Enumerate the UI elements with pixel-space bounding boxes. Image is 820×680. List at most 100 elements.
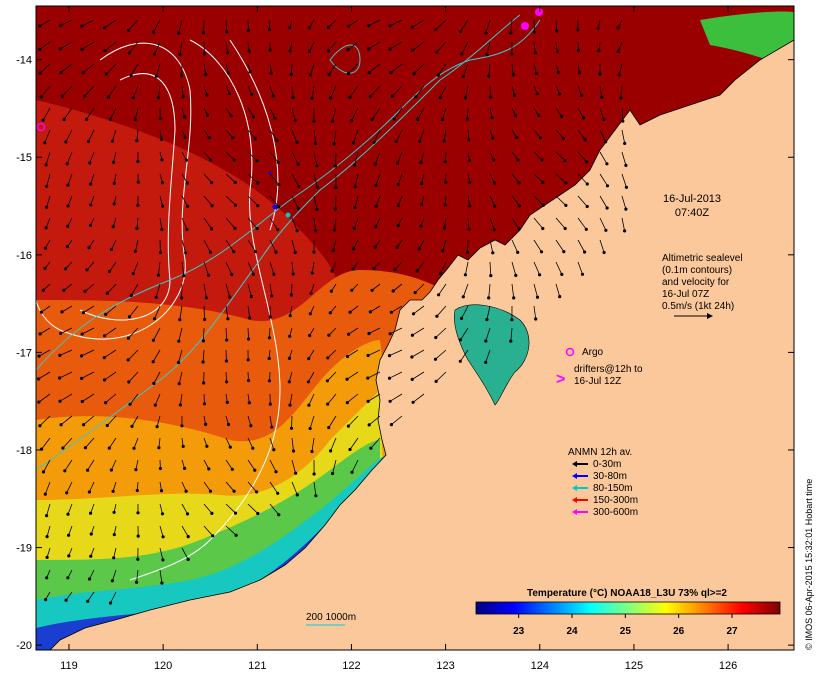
colorbar-ticks: 23 24 25 26 27: [513, 614, 738, 637]
lon-tick-label: 125: [625, 660, 643, 672]
velocity-arrow: [134, 107, 139, 120]
velocity-arrow: [225, 19, 228, 32]
velocity-arrow: [154, 305, 161, 319]
velocity-arrow: [60, 41, 73, 50]
velocity-arrow: [89, 481, 95, 493]
velocity-arrow-head: [295, 229, 299, 233]
velocity-arrow-head: [112, 532, 116, 537]
velocity-arrow: [178, 349, 183, 363]
velocity-arrow-head: [39, 95, 44, 99]
velocity-arrow: [354, 217, 359, 229]
velocity-arrow: [533, 129, 541, 139]
velocity-arrow-head: [367, 331, 371, 336]
velocity-arrow: [555, 283, 561, 297]
velocity-arrow: [107, 283, 117, 294]
velocity-arrow: [225, 217, 236, 229]
velocity-arrow-head: [105, 423, 109, 428]
velocity-arrow: [416, 261, 425, 272]
velocity-arrow: [68, 525, 73, 536]
velocity-arrow: [81, 41, 95, 50]
velocity-arrow-head: [463, 96, 468, 100]
velocity-arrow-head: [45, 576, 49, 580]
velocity-arrow-head: [158, 117, 162, 121]
velocity-arrow: [308, 371, 315, 382]
velocity-arrow-head: [458, 359, 462, 363]
velocity-arrow: [577, 261, 583, 275]
velocity-arrow-head: [346, 48, 350, 52]
velocity-arrow: [373, 129, 381, 143]
velocity-arrow-head: [65, 162, 69, 166]
velocity-arrow: [291, 437, 294, 452]
velocity-arrow: [202, 349, 205, 363]
velocity-arrow-head: [419, 224, 423, 228]
velocity-arrow-head: [208, 250, 212, 254]
velocity-arrow-head: [136, 203, 140, 207]
velocity-arrow-head: [351, 267, 355, 271]
velocity-arrow-head: [559, 114, 564, 119]
velocity-arrow: [89, 569, 95, 580]
velocity-arrow-head: [622, 229, 627, 233]
velocity-arrow: [225, 239, 235, 252]
velocity-arrow: [621, 173, 627, 188]
velocity-arrow: [533, 19, 535, 33]
velocity-arrow: [269, 173, 280, 185]
velocity-arrow-head: [210, 511, 214, 516]
velocity-arrow-head: [443, 160, 447, 164]
drifters-legend-line: 16-Jul 12Z: [574, 376, 621, 387]
velocity-arrow: [332, 239, 337, 251]
velocity-arrow-head: [440, 117, 444, 122]
velocity-arrow: [417, 107, 425, 120]
velocity-arrow-head: [64, 267, 68, 271]
velocity-arrow: [313, 217, 317, 231]
velocity-arrow-head: [108, 117, 113, 122]
velocity-arrow: [84, 85, 95, 97]
velocity-arrow: [370, 85, 381, 97]
velocity-arrow: [335, 151, 337, 166]
velocity-arrow: [153, 371, 161, 384]
velocity-arrow: [269, 437, 275, 450]
velocity-arrow-head: [576, 48, 581, 53]
velocity-arrow: [462, 283, 469, 297]
velocity-arrow-head: [539, 250, 544, 254]
velocity-arrow-head: [517, 181, 521, 185]
velocity-arrow: [181, 217, 188, 230]
velocity-arrow: [348, 63, 359, 74]
velocity-arrow-head: [108, 601, 113, 605]
velocity-arrow-head: [126, 336, 130, 340]
velocity-arrow-head: [411, 312, 416, 316]
velocity-arrow: [136, 217, 139, 229]
velocity-arrow-head: [136, 557, 140, 561]
velocity-arrow: [291, 481, 298, 496]
velocity-arrow-head: [87, 490, 92, 494]
velocity-arrow: [111, 239, 117, 250]
velocity-arrow-head: [511, 73, 515, 77]
velocity-arrow: [203, 217, 212, 230]
velocity-arrow-head: [43, 141, 47, 145]
velocity-arrow-head: [287, 356, 291, 360]
velocity-arrow-head: [416, 117, 420, 122]
velocity-arrow-head: [158, 466, 162, 471]
velocity-arrow-head: [206, 273, 211, 277]
velocity-arrow-head: [485, 317, 489, 322]
velocity-arrow-head: [153, 403, 157, 407]
velocity-arrow-head: [185, 227, 189, 232]
velocity-arrow: [291, 415, 293, 429]
velocity-arrow-head: [154, 295, 158, 299]
velocity-arrow-head: [225, 380, 229, 384]
velocity-arrow: [42, 107, 51, 121]
velocity-arrow-head: [105, 291, 110, 295]
velocity-arrow-head: [410, 355, 414, 359]
velocity-arrow-head: [233, 226, 237, 230]
velocity-arrow: [533, 283, 538, 298]
plot-frame: [35, 5, 795, 651]
velocity-arrow: [511, 85, 515, 96]
lat-tick-label: -15: [16, 152, 32, 164]
velocity-arrow: [66, 481, 73, 493]
velocity-arrow-head: [555, 50, 560, 54]
velocity-arrow: [203, 481, 211, 492]
velocity-arrow-head: [346, 71, 351, 76]
velocity-arrow-head: [461, 295, 465, 299]
velocity-arrow: [419, 129, 425, 142]
velocity-arrow: [158, 261, 161, 276]
velocity-arrow: [132, 261, 139, 274]
